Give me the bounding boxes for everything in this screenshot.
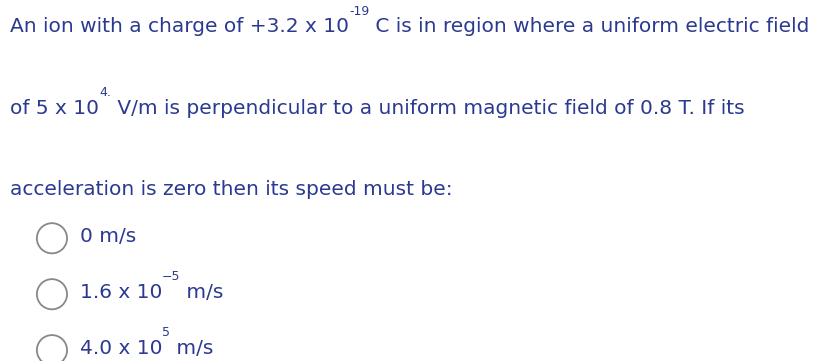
Text: 4.: 4. [99, 86, 111, 99]
Text: 5: 5 [162, 326, 170, 339]
Text: 0 m/s: 0 m/s [80, 227, 136, 246]
Text: An ion with a charge of +3.2 x 10: An ion with a charge of +3.2 x 10 [10, 17, 349, 36]
Text: acceleration is zero then its speed must be:: acceleration is zero then its speed must… [10, 180, 453, 199]
Text: C is in region where a uniform electric field: C is in region where a uniform electric … [370, 17, 810, 36]
Text: of 5 x 10: of 5 x 10 [10, 99, 99, 118]
Text: −5: −5 [162, 270, 180, 283]
Text: 1.6 x 10: 1.6 x 10 [80, 283, 162, 302]
Text: −5: −5 [162, 270, 180, 283]
Text: V/m is perpendicular to a uniform magnetic field of 0.8 T. If its: V/m is perpendicular to a uniform magnet… [111, 99, 744, 118]
Text: m/s: m/s [170, 339, 214, 358]
Text: 4.: 4. [99, 86, 111, 99]
Text: 4.0 x 10: 4.0 x 10 [80, 339, 162, 358]
Text: m/s: m/s [180, 283, 224, 302]
Text: -19: -19 [349, 5, 370, 18]
Text: 5: 5 [162, 326, 170, 339]
Text: -19: -19 [349, 5, 370, 18]
